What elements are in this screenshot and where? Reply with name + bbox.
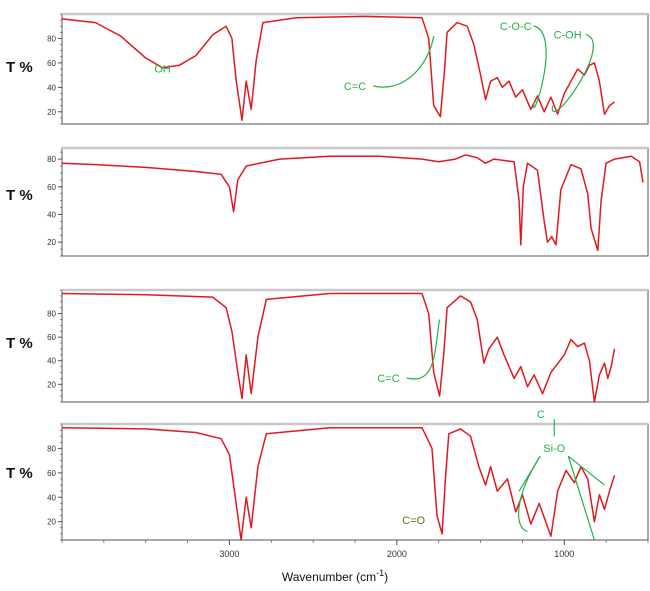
x-tick-label: 2000 [387, 549, 407, 559]
x-axis-label-close: ) [384, 570, 388, 584]
spectrum-panel-1: 20 40 60 80 T % OH C=C C-O-C C-OH [6, 12, 649, 125]
spectrum-line [61, 15, 615, 122]
si-o-leader [567, 455, 595, 541]
y-tick-label: 60 [47, 183, 56, 192]
y-tick-label: 40 [47, 357, 56, 366]
annotation-leader [406, 319, 441, 380]
annotation-label: C-OH [554, 29, 582, 41]
y-tick-label: 60 [47, 59, 56, 68]
y-tick-label: 80 [47, 310, 56, 319]
y-tick-label: 20 [47, 380, 56, 389]
y-tick-label: 40 [47, 493, 56, 502]
annotation-leader [551, 33, 594, 113]
spectrum-panel-2: 20 40 60 80 T % [6, 146, 649, 257]
annotation-label: C=C [344, 81, 366, 93]
annotation-leader [372, 35, 435, 88]
x-axis-label-main: Wavenumber (cm [282, 570, 376, 584]
spectrum-panel-4: 20 40 60 80 T % C=O C Si-O [6, 409, 649, 541]
y-tick-label: 60 [47, 333, 56, 342]
x-tick-label: 3000 [219, 549, 239, 559]
y-axis-label: T % [6, 187, 33, 204]
panel-frame [61, 13, 649, 125]
y-tick-label: 20 [47, 108, 56, 117]
si-o-bracket [518, 455, 541, 533]
annotation-label: Si-O [543, 443, 565, 455]
annotation-label: OH [154, 64, 171, 76]
x-axis-label: Wavenumber (cm-1) [282, 568, 388, 584]
annotation-label: C-O-C [500, 21, 532, 33]
annotation-label: C=C [377, 373, 399, 385]
spectrum-line [61, 154, 644, 252]
y-tick-label: 40 [47, 83, 56, 92]
panel-frame [61, 289, 649, 403]
annotation-label: C=O [402, 515, 425, 527]
y-axis-label: T % [6, 335, 33, 352]
annotation-leader [533, 25, 547, 109]
spectrum-line [61, 426, 616, 541]
x-tick-label: 1000 [554, 549, 574, 559]
y-tick-label: 20 [47, 518, 56, 527]
spectrum-line [61, 292, 616, 403]
spectrum-panel-3: 20 40 60 80 T % C=C [6, 288, 649, 403]
annotation-label: C [537, 409, 545, 421]
y-tick-label: 80 [47, 444, 56, 453]
si-o-leader [567, 455, 605, 486]
y-tick-label: 40 [47, 210, 56, 219]
y-axis-label: T % [6, 465, 33, 482]
x-axis-label-superscript: -1 [376, 568, 384, 578]
y-tick-label: 20 [47, 238, 56, 247]
y-tick-label: 60 [47, 469, 56, 478]
panel-frame [61, 423, 649, 541]
y-tick-label: 80 [47, 34, 56, 43]
y-tick-label: 80 [47, 155, 56, 164]
y-axis-label: T % [6, 59, 33, 76]
